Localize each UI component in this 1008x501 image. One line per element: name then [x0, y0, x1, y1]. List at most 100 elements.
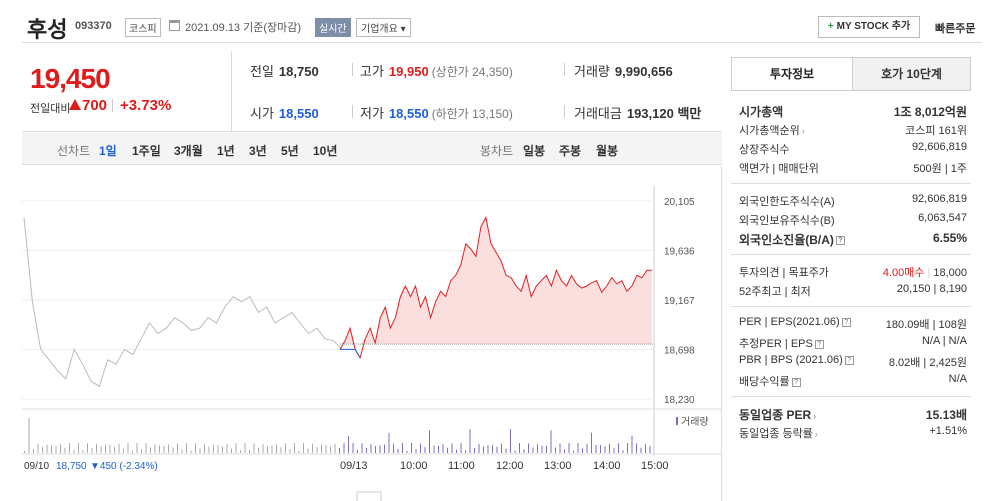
opinion-label: 투자의견 | 목표주가: [739, 267, 829, 279]
help-icon[interactable]: ?: [791, 377, 801, 387]
volume-bar: [339, 448, 340, 453]
volume-legend: 거래량: [681, 416, 709, 428]
lower-limit: (하한가 13,150): [431, 107, 513, 121]
volume-bar: [60, 444, 61, 453]
help-icon[interactable]: ?: [844, 355, 854, 365]
open-cell: 시가 18,550: [250, 103, 319, 122]
foreign-ratio-row: 외국인소진율(B/A)? 6.55%: [739, 231, 967, 249]
help-icon[interactable]: ?: [814, 339, 824, 349]
tab-daily[interactable]: 일봉: [523, 144, 546, 158]
volume-bar: [24, 451, 25, 453]
volume-bar: [618, 443, 619, 453]
tab-1w[interactable]: 1주일: [132, 144, 161, 158]
volume-bar: [258, 447, 259, 453]
volume-bar: [546, 445, 547, 453]
tab-3y[interactable]: 3년: [249, 144, 267, 158]
quick-order-button[interactable]: 빠른주문: [935, 23, 976, 35]
volume-bar: [253, 443, 255, 453]
tab-investment-info[interactable]: 투자정보: [732, 58, 852, 90]
pbr-value: 8.02배 | 2,425원: [888, 357, 967, 369]
prev-close-label: 전일: [250, 64, 274, 79]
open-label: 시가: [250, 106, 274, 121]
x-tick-label: 12:00: [496, 460, 524, 472]
target-price: 18,000: [933, 267, 967, 279]
foreign-limit-value: 92,606,819: [911, 193, 967, 205]
chart-toggle-handle: [356, 491, 382, 501]
low-value: 18,550: [388, 106, 429, 121]
tab-order-book[interactable]: 호가 10단계: [852, 58, 970, 90]
market-cap-rank-row: 시가총액순위 › 코스피 161위: [739, 122, 967, 140]
volume-bar: [532, 447, 534, 453]
divider: [22, 42, 982, 43]
company-overview-dropdown[interactable]: 기업개요 ▾: [356, 18, 411, 37]
prev-close-value: 18,750: [278, 64, 319, 79]
dividend-value: N/A: [948, 373, 967, 385]
tab-1y[interactable]: 1년: [217, 144, 235, 158]
tab-10y[interactable]: 10년: [313, 144, 338, 158]
y-tick-label: 18,698: [664, 346, 695, 357]
chart-range-tabs: 선차트 1일 1주일 3개월 1년 3년 5년 10년 봉차트 일봉 주봉 월봉: [22, 133, 722, 165]
tab-3m[interactable]: 3개월: [174, 144, 203, 158]
divider: [731, 254, 971, 255]
volume-bar: [555, 447, 556, 453]
volume-bar: [271, 445, 273, 453]
volume-bar: [267, 445, 268, 453]
volume-bar: [582, 448, 583, 453]
y-tick-label: 19,636: [664, 247, 695, 258]
volume-bar: [622, 450, 624, 453]
volume-bar: [433, 445, 435, 453]
dividend-row: 배당수익률? N/A: [739, 373, 967, 391]
help-icon[interactable]: ?: [841, 317, 851, 327]
volume-bar: [352, 443, 354, 453]
sector-per-label[interactable]: 동일업종 PER ›: [739, 408, 817, 422]
market-cap-rank-label[interactable]: 시가총액순위 ›: [739, 125, 805, 137]
volume-bar: [118, 443, 120, 453]
today-area: [340, 217, 652, 345]
high-value: 19,950: [388, 64, 429, 79]
volume-bar: [510, 429, 511, 453]
x-tick-label: 11:00: [448, 460, 475, 472]
market-cap-row: 시가총액 1조 8,012억원: [739, 103, 967, 121]
volume-bar: [150, 447, 151, 453]
sector-change-label[interactable]: 동일업종 등락률 ›: [739, 428, 818, 440]
volume-bar: [537, 444, 538, 453]
help-icon[interactable]: ?: [835, 236, 845, 246]
tab-weekly[interactable]: 주봉: [559, 144, 582, 158]
listed-shares-value: 92,606,819: [911, 141, 967, 153]
volume-bar: [28, 418, 30, 453]
volume-bar: [384, 444, 385, 453]
volume-bar: [226, 443, 228, 453]
tab-5y[interactable]: 5년: [281, 144, 299, 158]
tab-monthly[interactable]: 월봉: [596, 144, 619, 158]
volume-bar: [159, 445, 160, 453]
panel-tabs: 투자정보 호가 10단계: [731, 57, 971, 91]
volume-bar: [100, 446, 102, 453]
volume-bar: [154, 444, 156, 453]
volume-bar: [402, 443, 403, 453]
low-label: 저가: [360, 106, 384, 121]
divider: [731, 396, 971, 397]
volume-bar: [438, 445, 439, 453]
up-triangle-icon: [69, 99, 81, 110]
volume-bar: [492, 444, 493, 453]
volume-bar: [51, 445, 52, 453]
volume-bar: [343, 443, 345, 453]
high-label: 고가: [360, 64, 384, 79]
volume-bar: [411, 443, 412, 453]
volume-bar: [123, 448, 124, 453]
divider: [112, 99, 113, 112]
volume-bar: [487, 445, 489, 453]
tab-1d[interactable]: 1일: [99, 144, 117, 158]
volume-bar: [541, 445, 543, 453]
chart-svg: 20,105 19,636 19,167 18,698 18,230 거래량 09/13 10…: [22, 186, 722, 501]
stock-header: 후성 093370 코스피 2021.09.13 기준(장마감) 실시간 기업개…: [0, 0, 1008, 50]
52week-label: 52주최고 | 최저: [739, 286, 811, 298]
volume-bar: [280, 447, 282, 453]
realtime-button[interactable]: 실시간: [315, 18, 351, 37]
volume-bar: [640, 447, 642, 453]
volume-bar: [132, 450, 133, 453]
volume-bar: [172, 447, 174, 453]
add-mystock-button[interactable]: + MY STOCK 추가: [818, 16, 920, 38]
per-label: PER | EPS(2021.06)?: [739, 316, 851, 328]
volume-bar: [307, 448, 309, 453]
